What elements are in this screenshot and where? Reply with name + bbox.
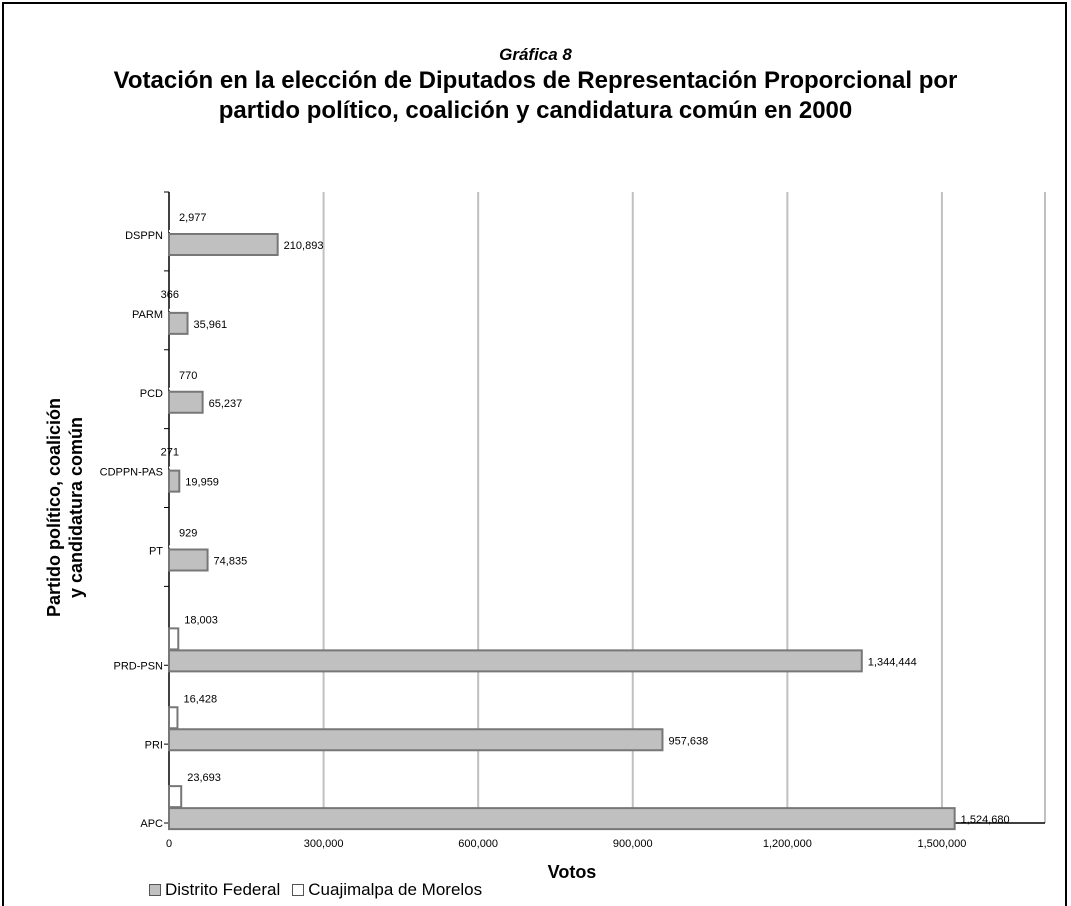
data-label-cuajimalpa: 16,428 bbox=[183, 693, 217, 705]
bar-distrito-federal bbox=[168, 649, 863, 673]
data-label-cuajimalpa: 2,977 bbox=[179, 212, 207, 224]
data-label-distrito-federal: 74,835 bbox=[214, 556, 248, 568]
y-tick-label: CDPPN-PAS bbox=[100, 467, 163, 479]
chart-subtitle: Gráfica 8 bbox=[499, 45, 572, 64]
x-tick-label: 1,200,000 bbox=[763, 838, 812, 850]
y-tick-label: PCD bbox=[140, 388, 163, 400]
legend-label-cuajimalpa: Cuajimalpa de Morelos bbox=[308, 880, 483, 899]
y-axis-title-line-2: y candidatura común bbox=[66, 417, 86, 598]
x-axis-title: Votos bbox=[548, 862, 597, 882]
bar-cuajimalpa bbox=[169, 466, 170, 469]
y-tick-label: PARM bbox=[132, 309, 163, 321]
y-tick-label: PT bbox=[149, 546, 163, 558]
x-tick-label: 0 bbox=[166, 838, 172, 850]
data-label-cuajimalpa: 366 bbox=[161, 289, 179, 301]
data-label-distrito-federal: 35,961 bbox=[194, 319, 228, 331]
data-label-distrito-federal: 1,344,444 bbox=[868, 656, 917, 668]
y-tick-label: PRD-PSN bbox=[113, 660, 163, 672]
data-label-distrito-federal: 957,638 bbox=[668, 735, 708, 747]
bar-cuajimalpa bbox=[168, 785, 183, 809]
bar-distrito-federal bbox=[168, 548, 209, 572]
x-tick-label: 600,000 bbox=[458, 838, 498, 850]
data-label-distrito-federal: 210,893 bbox=[284, 240, 324, 252]
data-label-distrito-federal: 65,237 bbox=[209, 398, 243, 410]
y-axis-title-line-1: Partido político, coalición bbox=[44, 398, 64, 617]
data-label-cuajimalpa: 770 bbox=[179, 370, 197, 382]
legend-item-distrito-federal: Distrito Federal bbox=[149, 880, 280, 900]
y-tick-label: APC bbox=[140, 818, 163, 830]
legend-swatch-distrito-federal bbox=[149, 884, 161, 896]
plot-area bbox=[169, 192, 1045, 823]
bar-cuajimalpa bbox=[169, 387, 170, 390]
legend-swatch-cuajimalpa bbox=[292, 884, 305, 896]
y-tick-label: DSPPN bbox=[125, 230, 163, 242]
bar-cuajimalpa bbox=[168, 627, 180, 651]
x-tick-label: 900,000 bbox=[613, 838, 653, 850]
x-tick-label: 1,500,000 bbox=[917, 838, 966, 850]
legend-item-cuajimalpa: Cuajimalpa de Morelos bbox=[292, 880, 482, 900]
bar-distrito-federal bbox=[168, 233, 279, 256]
x-tick-label: 300,000 bbox=[304, 838, 344, 850]
legend-label-distrito-federal: Distrito Federal bbox=[165, 880, 281, 899]
data-label-cuajimalpa: 23,693 bbox=[187, 772, 221, 784]
bar-cuajimalpa bbox=[169, 308, 170, 311]
bar-distrito-federal bbox=[168, 390, 204, 414]
data-label-cuajimalpa: 18,003 bbox=[184, 614, 218, 626]
data-label-cuajimalpa: 271 bbox=[161, 447, 179, 459]
bar-cuajimalpa bbox=[169, 545, 170, 548]
bar-distrito-federal bbox=[168, 469, 181, 493]
bar-cuajimalpa bbox=[169, 230, 171, 232]
title-block: Gráfica 8 Votación en la elección de Dip… bbox=[0, 44, 1071, 126]
y-tick-label: PRI bbox=[145, 739, 163, 751]
bar-cuajimalpa bbox=[168, 706, 179, 730]
data-label-distrito-federal: 1,524,680 bbox=[961, 814, 1010, 826]
bar-distrito-federal bbox=[168, 807, 956, 831]
data-label-cuajimalpa: 929 bbox=[179, 528, 197, 540]
bar-distrito-federal bbox=[168, 728, 664, 752]
chart-title: Votación en la elección de Diputados de … bbox=[113, 67, 958, 124]
bar-distrito-federal bbox=[168, 311, 189, 335]
legend: Distrito Federal Cuajimalpa de Morelos bbox=[149, 880, 494, 900]
data-label-distrito-federal: 19,959 bbox=[185, 477, 219, 489]
